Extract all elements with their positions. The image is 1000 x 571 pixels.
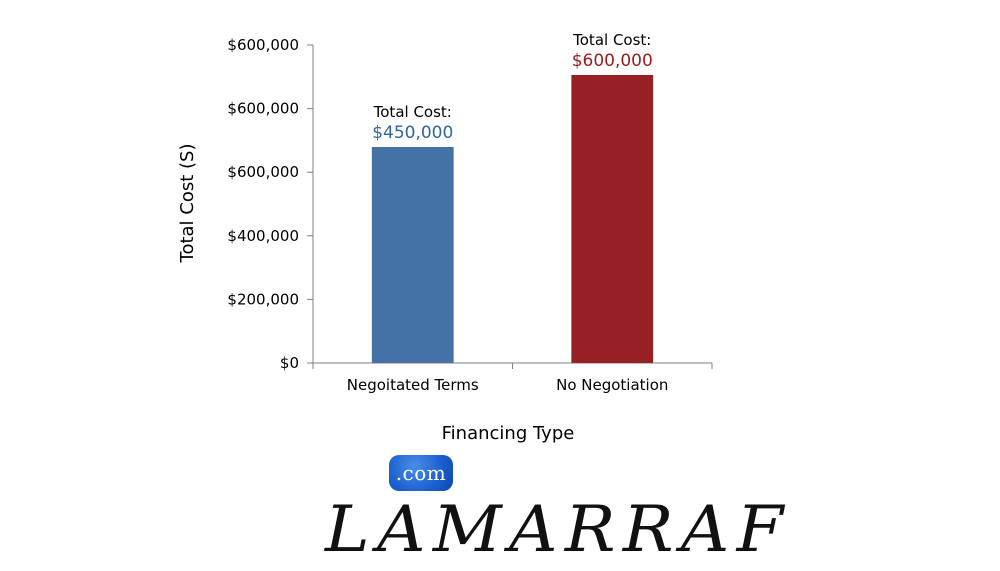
y-tick-label: $0 — [280, 354, 299, 372]
y-tick-label: $400,000 — [227, 227, 299, 245]
y-axis-title: Total Cost (S) — [177, 144, 198, 264]
data-label-value: $450,000 — [372, 123, 453, 143]
bar — [571, 75, 654, 363]
y-tick-label: $600,000 — [227, 163, 299, 181]
x-tick-label: No Negotiation — [556, 376, 668, 394]
dotcom-badge: .com — [389, 455, 453, 491]
bar-chart: $0 $200,000 $400,000 $600,000 $600,000 $600,0… — [177, 31, 713, 444]
y-tick-label: $200,000 — [227, 290, 299, 308]
y-axis: $0 $200,000 $400,000 $600,000 $600,000 $600,0… — [227, 36, 314, 372]
y-tick-label: $600,000 — [227, 100, 299, 118]
bar — [371, 147, 454, 363]
x-axis-title: Financing Type — [442, 423, 575, 444]
lamarraf-logo: .com LAMARRAF — [325, 455, 783, 567]
x-tick-label: Negoitated Terms — [347, 376, 479, 394]
data-label-title: Total Cost: — [373, 103, 452, 121]
logo-wordmark: LAMARRAF — [325, 493, 791, 567]
y-tick-label: $600,000 — [227, 36, 299, 54]
data-label-title: Total Cost: — [572, 31, 651, 49]
x-axis: Negoitated Terms No Negotiation — [312, 362, 713, 394]
data-label-value: $600,000 — [572, 51, 653, 71]
